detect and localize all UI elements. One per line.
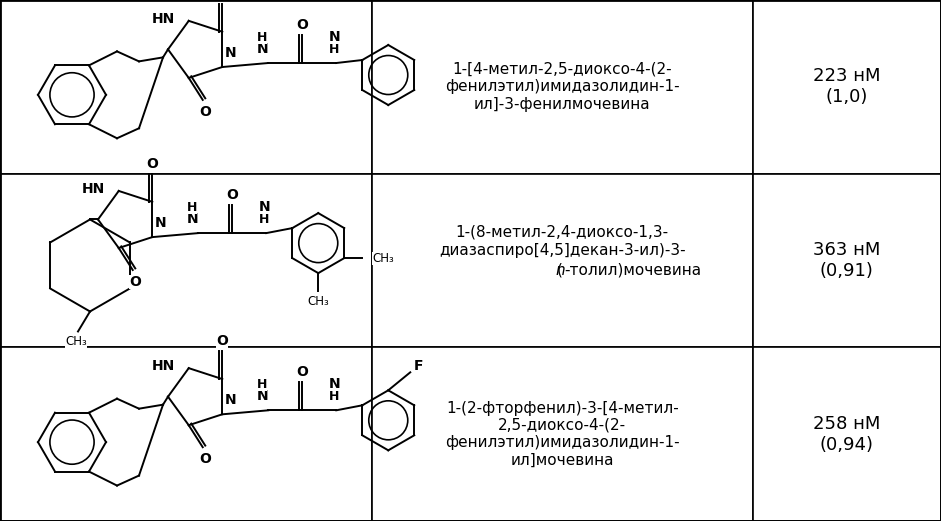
Text: N: N — [225, 46, 236, 60]
Text: -толил)мочевина: -толил)мочевина — [565, 263, 701, 278]
Bar — [753, 173, 941, 348]
Bar — [372, 0, 753, 173]
Text: CH₃: CH₃ — [308, 294, 329, 307]
Text: H: H — [257, 378, 267, 391]
Text: CH₃: CH₃ — [65, 335, 87, 348]
Text: HN: HN — [82, 182, 104, 196]
Text: O: O — [129, 275, 140, 289]
Bar — [0, 348, 372, 521]
Text: HN: HN — [152, 359, 175, 373]
Text: H: H — [259, 213, 269, 226]
Bar — [0, 173, 372, 348]
Text: 1-[4-метил-2,5-диоксо-4-(2-
фенилэтил)имидазолидин-1-
ил]-3-фенилмочевина: 1-[4-метил-2,5-диоксо-4-(2- фенилэтил)им… — [445, 62, 679, 111]
Text: O: O — [199, 105, 211, 119]
Text: H: H — [187, 201, 198, 214]
Text: H: H — [329, 390, 340, 403]
Text: диазаспиро[4,5]декан-3-ил)-3-: диазаспиро[4,5]декан-3-ил)-3- — [439, 243, 686, 258]
Text: 363 нМ
(0,91): 363 нМ (0,91) — [813, 241, 881, 280]
Text: O: O — [216, 334, 229, 348]
Text: N: N — [328, 377, 340, 391]
Bar — [372, 348, 753, 521]
Bar — [0, 0, 372, 173]
Text: N: N — [257, 42, 268, 56]
Text: O: O — [216, 0, 229, 1]
Bar — [753, 348, 941, 521]
Text: N: N — [257, 389, 268, 403]
Text: N: N — [259, 200, 270, 214]
Text: H: H — [257, 31, 267, 44]
Text: O: O — [227, 188, 238, 202]
Text: n: n — [555, 263, 565, 278]
Text: O: O — [296, 365, 309, 379]
Text: 258 нМ
(0,94): 258 нМ (0,94) — [813, 415, 881, 453]
Text: 223 нМ
(1,0): 223 нМ (1,0) — [813, 67, 881, 106]
Text: N: N — [225, 393, 236, 407]
Text: H: H — [329, 43, 340, 56]
Text: O: O — [199, 452, 211, 466]
Text: N: N — [186, 212, 199, 226]
Text: CH₃: CH₃ — [373, 252, 394, 265]
Text: HN: HN — [152, 12, 175, 26]
Text: N: N — [154, 216, 166, 230]
Text: 1-(2-фторфенил)-3-[4-метил-
2,5-диоксо-4-(2-
фенилэтил)имидазолидин-1-
ил]мочеви: 1-(2-фторфенил)-3-[4-метил- 2,5-диоксо-4… — [445, 401, 679, 468]
Text: O: O — [147, 157, 158, 171]
Text: O: O — [296, 18, 309, 32]
Text: F: F — [413, 359, 423, 374]
Text: 1-(8-метил-2,4-диоксо-1,3-: 1-(8-метил-2,4-диоксо-1,3- — [455, 225, 669, 240]
Bar — [753, 0, 941, 173]
Text: (: ( — [556, 263, 562, 278]
Text: N: N — [328, 30, 340, 44]
Bar — [372, 173, 753, 348]
